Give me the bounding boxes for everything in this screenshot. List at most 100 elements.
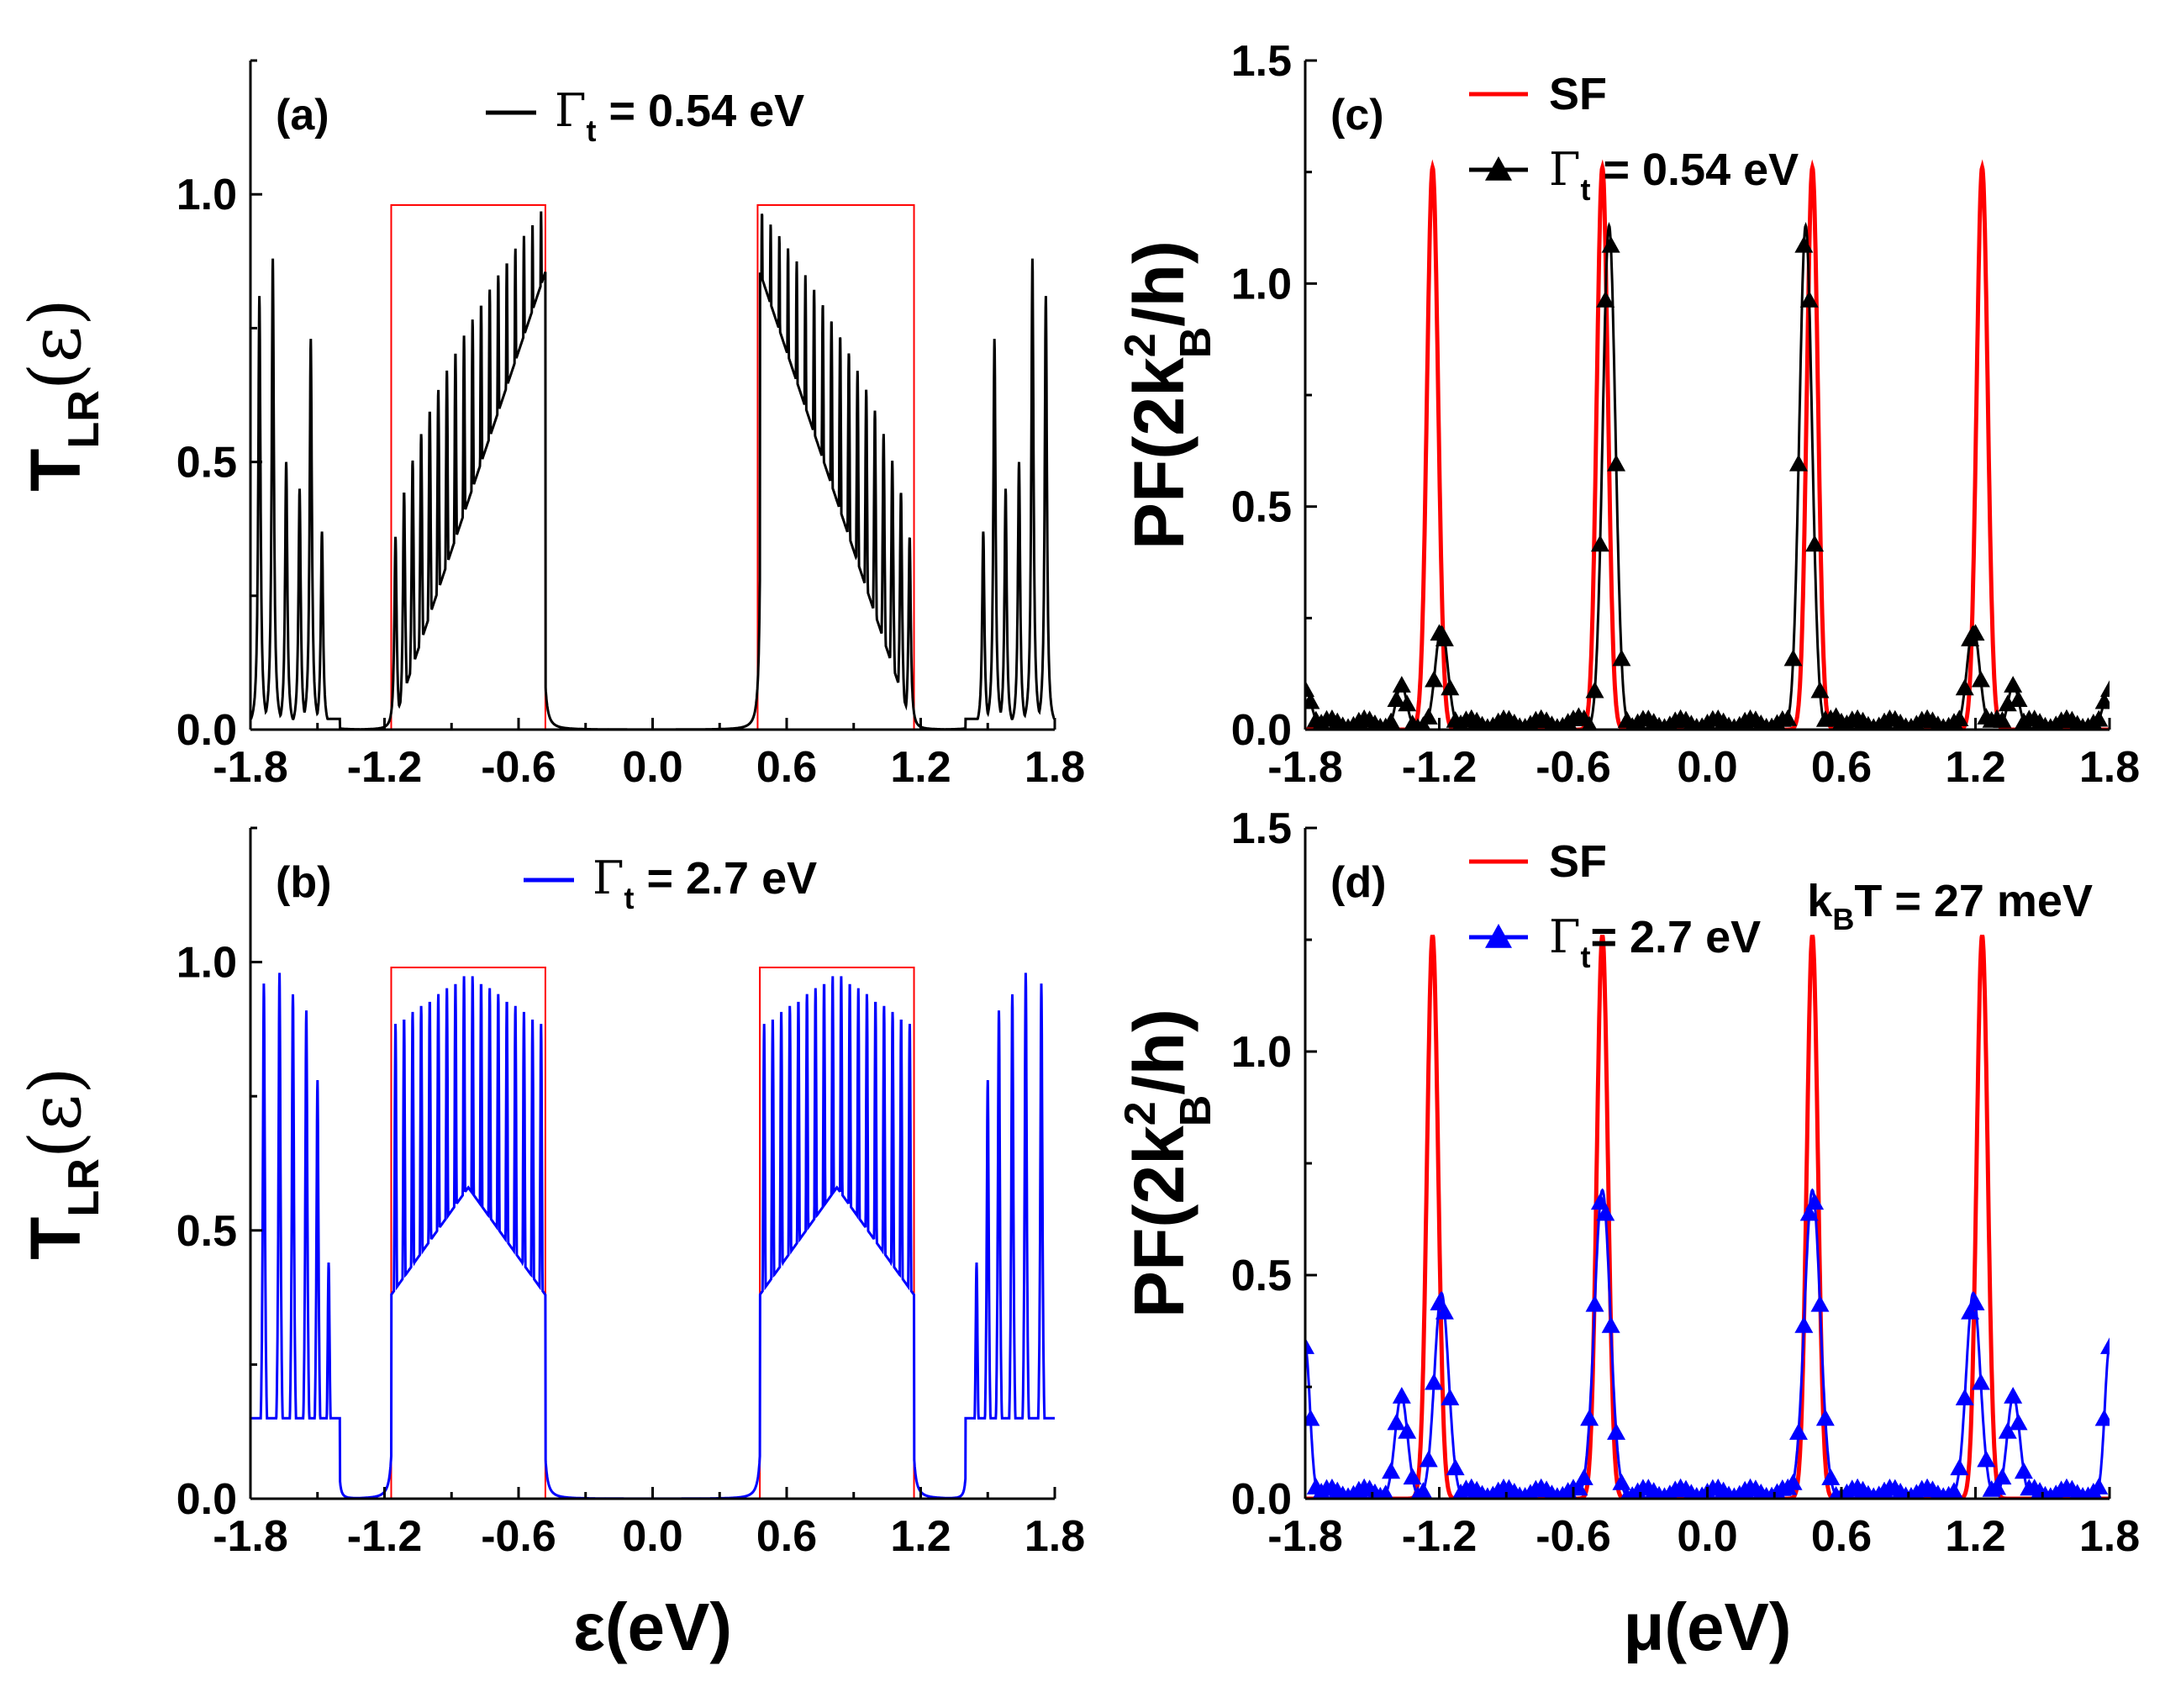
data-point-marker: [1590, 535, 1609, 552]
data-point-marker: [1788, 454, 1808, 472]
y-tick-label: 0.5: [176, 439, 237, 488]
y-axis-label: TLR(ε): [14, 1067, 108, 1260]
data-point-marker: [1794, 1315, 1814, 1333]
data-point-marker: [1783, 1473, 1803, 1490]
data-point-marker: [1955, 1389, 1974, 1405]
data-point-marker: [1425, 1373, 1444, 1390]
data-point-marker: [2004, 1386, 2023, 1404]
highlight-box: [390, 966, 546, 1499]
temperature-annotation: kBT = 27 meV: [1807, 876, 2093, 936]
x-tick-label: -1.8: [213, 743, 288, 792]
data-point-marker: [1596, 291, 1615, 308]
data-point-marker: [2094, 1409, 2110, 1426]
x-tick-label: -1.2: [347, 1512, 423, 1561]
data-point-marker: [1305, 680, 1314, 698]
data-point-marker: [2009, 1413, 2028, 1431]
data-point-marker: [1955, 678, 1974, 696]
data-point-marker: [1815, 1409, 1835, 1426]
plot-area: [1305, 935, 2110, 1499]
data-point-marker: [1961, 1302, 1980, 1320]
data-point-marker: [1971, 1373, 1990, 1390]
data-point-marker: [1403, 1468, 1422, 1485]
plot-area: [250, 966, 1055, 1499]
data-point-marker: [1778, 709, 1798, 726]
data-point-marker: [1582, 715, 1598, 730]
data-point-marker: [1993, 711, 2012, 728]
data-point-marker: [1580, 1409, 1599, 1426]
data-point-marker: [1977, 1450, 1996, 1468]
y-tick-label: 1.5: [1231, 804, 1292, 853]
x-tick-label: -1.8: [1267, 1512, 1343, 1561]
data-point-marker: [2089, 1478, 2109, 1494]
y-axis-label: PF(2k2 B/h): [1116, 1009, 1220, 1318]
x-tick-label: -1.2: [347, 743, 423, 792]
data-point-marker: [1305, 692, 1320, 709]
data-point-marker: [1805, 535, 1825, 552]
legend-label: SF: [1549, 69, 1607, 119]
legend-marker: [1485, 156, 1512, 181]
highlight-box: [756, 203, 915, 730]
data-point-marker: [1783, 649, 1803, 667]
y-tick-label: 0.5: [1231, 483, 1292, 532]
x-tick-label: 0.6: [756, 743, 817, 792]
x-tick-label: -1.2: [1402, 1512, 1478, 1561]
data-point-marker: [1988, 1478, 2007, 1495]
panel-label: (c): [1330, 91, 1384, 140]
legend-label: Γt = 2.7 eV: [593, 851, 817, 915]
data-point-marker: [1966, 624, 1985, 641]
x-tick-label: 0.0: [622, 1512, 682, 1561]
data-point-marker: [1601, 1315, 1620, 1333]
plot-area: [250, 203, 1055, 730]
data-point-marker: [1435, 1302, 1454, 1320]
data-point-marker: [1971, 670, 1990, 688]
data-point-marker: [1612, 1473, 1631, 1490]
data-point-marker: [1596, 1204, 1615, 1221]
y-tick-label: 0.0: [176, 1475, 237, 1524]
x-tick-label: -1.8: [213, 1512, 288, 1561]
data-point-marker: [2004, 676, 2023, 693]
panel-label: (a): [276, 91, 329, 140]
x-tick-label: 1.2: [1945, 1512, 2005, 1561]
x-tick-label: 0.6: [756, 1512, 817, 1561]
x-tick-label: 1.8: [1025, 1512, 1085, 1561]
data-point-marker: [2089, 709, 2109, 727]
data-point-marker: [1601, 235, 1620, 253]
data-point-marker: [1435, 630, 1454, 646]
x-tick-label: -0.6: [1536, 743, 1611, 792]
x-tick-label: 1.8: [1025, 743, 1085, 792]
y-tick-label: 1.5: [1231, 37, 1292, 86]
panel-label: (b): [276, 858, 331, 907]
y-tick-label: 1.0: [1231, 260, 1292, 308]
data-point-marker: [1392, 676, 1411, 693]
data-point-marker: [1398, 1421, 1417, 1439]
data-point-marker: [1446, 1458, 1465, 1476]
legend-label: Γt = 0.54 eV: [1549, 143, 1799, 207]
data-point-marker: [1788, 1423, 1808, 1440]
x-tick-label: -1.2: [1402, 743, 1478, 792]
panel-label: (d): [1330, 858, 1386, 907]
data-point-marker: [1387, 1413, 1406, 1431]
panel-b: -1.8 -1.2 -0.6 0.0 0.6 1.2 1.8 0.0 0.5 1.0 TLR(ε) ε…: [14, 826, 1085, 1664]
data-point-marker: [1392, 1386, 1411, 1404]
y-tick-label: 1.0: [176, 171, 237, 219]
data-point-marker: [2100, 1337, 2110, 1354]
x-tick-label: 1.8: [2079, 1512, 2140, 1561]
x-tick-label: 0.0: [1677, 743, 1737, 792]
legend-label: Γt= 2.7 eV: [1549, 910, 1761, 974]
highlight-box: [759, 966, 915, 1499]
data-point-marker: [1998, 1421, 2017, 1439]
data-point-marker: [1805, 1193, 1825, 1210]
data-point-marker: [1821, 1468, 1841, 1485]
x-tick-label: 0.0: [1677, 1512, 1737, 1561]
data-point-marker: [1305, 1337, 1314, 1354]
data-point-marker: [1574, 1468, 1593, 1485]
y-axis-label: TLR(ε): [14, 298, 108, 492]
x-tick-label: 1.2: [890, 743, 951, 792]
data-point-marker: [1387, 690, 1406, 708]
data-point-marker: [1607, 454, 1626, 472]
y-axis-label: PF(2k2 B/h): [1116, 240, 1220, 550]
x-tick-label: 0.6: [1811, 743, 1872, 792]
data-point-marker: [1398, 694, 1417, 712]
series-line: [250, 211, 1055, 730]
